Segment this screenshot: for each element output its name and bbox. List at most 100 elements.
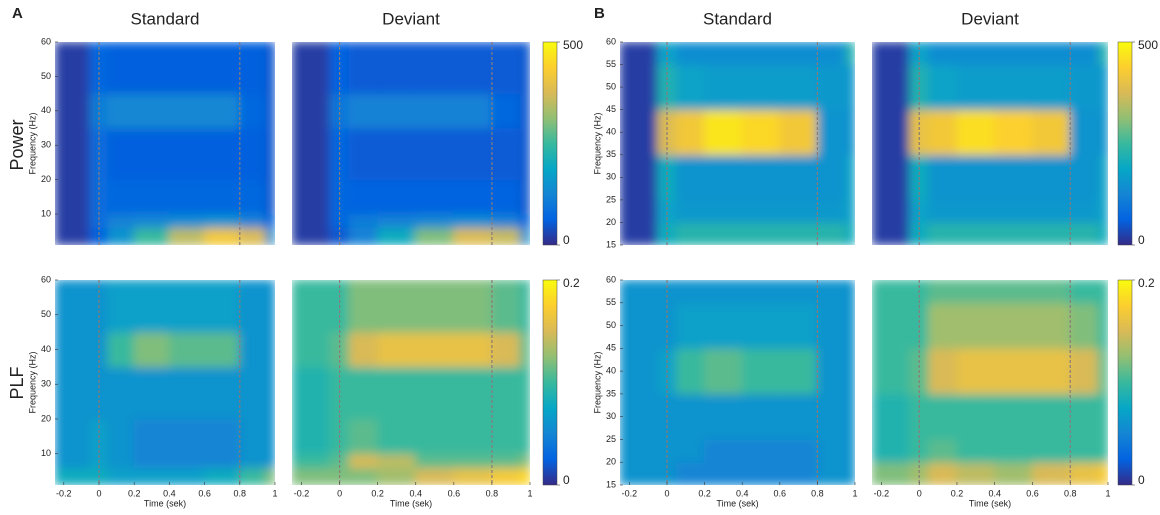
heat-cell [377, 127, 417, 181]
heat-cell [816, 347, 847, 395]
heat-cell [928, 393, 958, 440]
heat-cell [816, 154, 847, 201]
y-tick-label: 50 [606, 320, 616, 330]
heat-cell [329, 179, 350, 215]
heat-cell [377, 42, 417, 95]
heat-cell [453, 418, 493, 455]
heat-cell [994, 199, 1033, 223]
x-tick-label: 1 [527, 488, 532, 498]
y-tick-label: 60 [606, 36, 616, 46]
heat-cell [675, 347, 706, 395]
heat-cell [956, 64, 996, 111]
heat-cell [1031, 154, 1071, 201]
y-tick-label: 10 [41, 208, 51, 218]
panel-label: B [594, 5, 605, 22]
heat-cell [994, 42, 1033, 66]
colorbar-tick-label: 0.2 [1138, 276, 1155, 290]
x-tick-label: 0 [337, 488, 342, 498]
heat-cell [491, 227, 521, 245]
heat-cell [816, 199, 847, 223]
heat-cell [168, 453, 206, 469]
heat-cell [292, 213, 331, 229]
heat-cell [204, 213, 241, 229]
y-tick-label: 30 [41, 140, 51, 150]
heat-cell [704, 42, 743, 66]
heat-cell [1098, 393, 1108, 440]
heat-cell [1069, 280, 1100, 304]
heat-cell [816, 461, 847, 485]
heat-cell [994, 461, 1033, 485]
heat-cell [415, 42, 455, 95]
heat-cell [741, 347, 781, 395]
heat-cell [519, 453, 530, 469]
heat-cell [415, 179, 455, 215]
heat-cell [741, 221, 781, 245]
heat-cell [377, 280, 417, 333]
heat-cell [133, 93, 170, 129]
heat-cell [1069, 42, 1100, 66]
colorbar-tick-label: 0 [1138, 473, 1145, 487]
heat-cell [55, 418, 91, 455]
heat-cell [816, 438, 847, 463]
x-tick-label: 0.4 [988, 488, 1001, 498]
heat-cell [55, 331, 91, 368]
x-tick-label: 0.8 [486, 488, 499, 498]
x-axis-label: Time (sek) [969, 498, 1011, 508]
heat-cell [779, 393, 818, 440]
heat-cell [377, 467, 417, 485]
heat-cell [265, 213, 275, 229]
heat-cell [107, 93, 135, 129]
heat-cell [928, 347, 958, 395]
heat-cell [265, 467, 275, 485]
heatmap [620, 280, 855, 485]
heat-cell [1069, 302, 1100, 349]
heat-cell [741, 280, 781, 304]
heat-cell [107, 418, 135, 455]
heat-cell [1098, 221, 1108, 245]
heat-cell [1069, 221, 1100, 245]
y-tick-label: 20 [41, 413, 51, 423]
heat-cell [779, 199, 818, 223]
heat-cell [377, 179, 417, 215]
heat-cell [377, 366, 417, 420]
heat-cell [872, 280, 911, 304]
heat-cell [239, 453, 267, 469]
heat-cell [620, 109, 659, 156]
heat-cell [55, 93, 91, 129]
heat-cell [415, 93, 455, 129]
heat-cell [491, 331, 521, 368]
heat-cell [675, 109, 706, 156]
heat-cell [1031, 393, 1071, 440]
heat-cell [168, 280, 206, 333]
x-tick-label: 0.8 [234, 488, 247, 498]
heat-cell [415, 331, 455, 368]
heat-cell [872, 438, 911, 463]
heat-cell [956, 109, 996, 156]
heatmap-cells [872, 280, 1108, 485]
heat-cell [1069, 109, 1100, 156]
heat-cell [779, 109, 818, 156]
x-tick-label: -0.2 [622, 488, 638, 498]
x-tick-label: -0.2 [874, 488, 890, 498]
heat-cell [265, 453, 275, 469]
heat-cell [994, 154, 1033, 201]
y-tick-label: 50 [41, 309, 51, 319]
heat-cell [1069, 438, 1100, 463]
heat-cell [704, 438, 743, 463]
x-tick-label: 0.6 [774, 488, 787, 498]
heat-cell [675, 199, 706, 223]
heat-cell [453, 331, 493, 368]
heat-cell [675, 42, 706, 66]
heat-cell [348, 42, 379, 95]
x-tick-label: 0.4 [736, 488, 749, 498]
heat-cell [55, 366, 91, 420]
heat-cell [928, 461, 958, 485]
heat-cell [994, 109, 1033, 156]
heat-cell [453, 467, 493, 485]
heat-cell [779, 347, 818, 395]
heat-cell [377, 213, 417, 229]
heat-cell [265, 280, 275, 333]
heatmap [55, 280, 275, 485]
heat-cell [1031, 42, 1071, 66]
heat-cell [1031, 64, 1071, 111]
